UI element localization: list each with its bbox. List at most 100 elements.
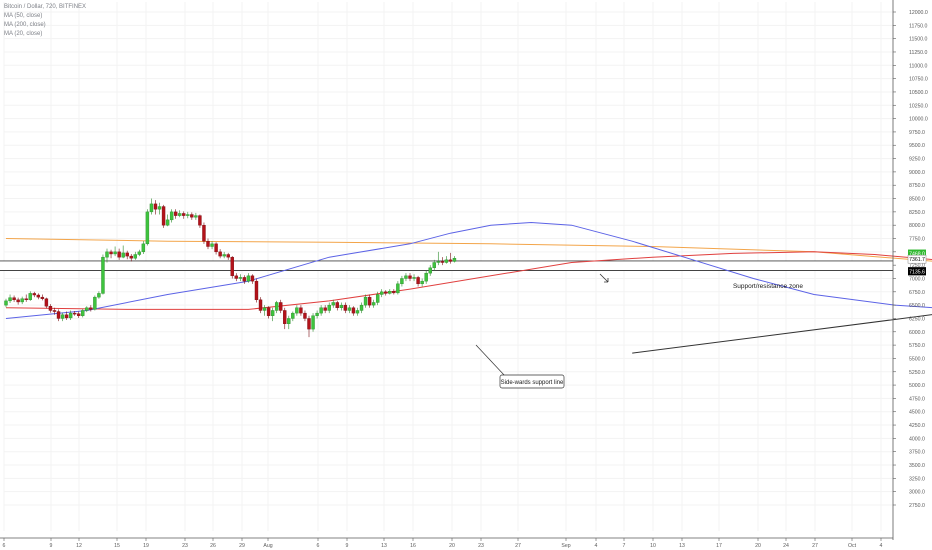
candle-body [363,296,368,306]
candle-body [77,313,81,316]
candle-body [291,312,295,319]
price-tick-label: 11500.0 [909,37,927,43]
price-tick-label: 7250.0 [909,263,925,269]
time-axis[interactable]: 6 9 12 15 19 23 26 29 Aug 6 9 13 16 20 23 27 Sep 4 7 10 13 17… [0,537,893,549]
candle-body [452,258,457,262]
candle-body [117,251,121,258]
drawings [475,273,932,377]
candle-body [339,304,344,308]
candlesticks [4,198,457,338]
price-tag-box [908,249,926,258]
candle-body [384,291,388,294]
candle-body [408,275,412,279]
candle-body [347,307,352,311]
candle-body [404,275,408,279]
candle-body [210,243,214,247]
time-tick-label: 29 [239,543,245,549]
legend-ma200[interactable]: MA (200, close) [4,22,46,28]
candle-body [60,314,65,319]
price-tag-box [908,267,926,276]
candle-body [246,275,251,282]
time-tick-label: 9 [50,543,53,549]
legend-symbol[interactable]: Bitcoin / Dollar, 720, BITFINEX [4,4,87,10]
candle-body [440,261,445,263]
candle-body [242,277,247,282]
zone-label: Support/resistance zone [733,283,803,290]
candle-body [182,213,186,216]
candle-body [279,302,283,311]
candle-body [157,206,162,210]
price-tag-label: 7361.7 [909,257,925,263]
candle-body [234,275,238,279]
grid [3,2,893,531]
price-axis[interactable]: 12000.0 11750.0 11500.0 11250.0 11000.0 10750… [892,0,928,540]
candle-body [56,311,61,319]
time-tick-label: 23 [182,543,188,549]
price-tag-label: 7468.0 [909,252,925,258]
price-tick-label: 3750.0 [909,450,925,456]
legend-ma20[interactable]: MA (20, close) [4,31,43,37]
candle-body [81,310,85,316]
candle-body [287,318,291,324]
ma20-line [5,221,932,319]
small-pointer-arrow [599,273,609,283]
candle-body [254,280,259,301]
price-tick-label: 8750.0 [909,183,925,189]
candle-body [270,310,275,316]
candle-body [400,278,404,285]
time-tick-label: 27 [812,543,818,549]
price-tag[interactable]: 7361.7 [907,254,927,264]
price-tick-label: 10750.0 [909,77,928,83]
price-tick-label: 5750.0 [909,343,925,349]
support-line [632,314,932,354]
price-tick-label: 10250.0 [909,103,928,109]
price-tag[interactable]: 7135.6 [908,267,926,276]
time-tick-label: 27 [515,543,521,549]
candle-body [307,318,311,330]
time-tick-label: 16 [410,543,416,549]
candle-body [145,211,150,245]
candle-body [299,307,303,314]
candle-body [359,304,364,311]
price-tick-label: 10500.0 [909,90,928,96]
price-tick-label: 2750.0 [909,503,925,509]
price-tick-label: 11750.0 [909,23,927,29]
price-tick-label: 7000.0 [909,276,925,282]
candle-body [230,256,234,277]
candle-body [412,277,416,279]
support-callout-label: Side-wards support line [501,380,564,386]
price-tick-label: 9250.0 [909,157,925,163]
candle-body [420,280,424,285]
candle-body [72,312,77,315]
candle-body [186,214,190,216]
candle-body [153,203,158,210]
price-tick-label: 8000.0 [909,223,925,229]
price-tick-label: 4750.0 [909,396,925,402]
time-tick-label: 7 [623,543,626,549]
candle-body [262,307,267,311]
candle-body [178,213,182,216]
legend-ma50[interactable]: MA (50, close) [4,13,43,19]
support-callout: Side-wards support line [499,374,565,389]
price-tick-label: 4500.0 [909,410,925,416]
price-tag[interactable]: 7468.0 [908,249,926,258]
candle-body [4,300,8,306]
candle-body [258,299,263,311]
candle-body [375,294,380,303]
candle-body [113,251,117,255]
candle-body [64,314,69,319]
candle-body [380,291,384,295]
candle-body [428,267,432,274]
candle-body [161,206,166,226]
candle-body [137,251,142,255]
candle-body [12,297,16,301]
time-tick-label: 23 [478,543,484,549]
time-tick-label: 4 [595,543,598,549]
time-tick-label: Aug [263,543,272,549]
candle-body [97,293,101,298]
candle-body [24,298,28,301]
time-tick-label: 10 [650,543,656,549]
candle-body [133,254,137,259]
price-tick-label: 5500.0 [909,356,925,362]
